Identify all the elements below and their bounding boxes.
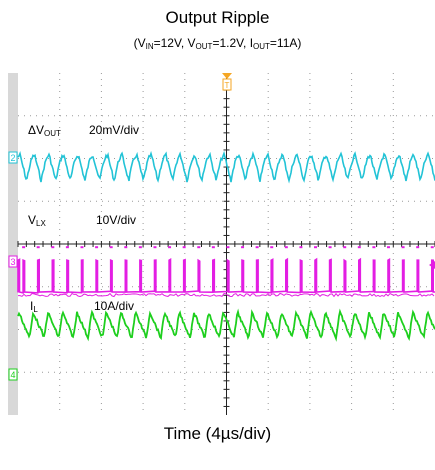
- ch2-marker-text: 2: [10, 153, 15, 163]
- il-triangle-trace: [17, 308, 435, 342]
- il-scale-label: 10A/div: [94, 299, 134, 313]
- ch3-marker-text: 3: [10, 257, 15, 267]
- vlx-label-main: V: [28, 213, 36, 227]
- scope-traces: [17, 150, 435, 342]
- ch2-marker: 2: [8, 151, 18, 164]
- il-label-sub: L: [33, 305, 38, 314]
- chart-subtitle: (VIN=12V, VOUT=1.2V, IOUT=11A): [0, 36, 435, 51]
- ch4-marker-text: 4: [10, 370, 15, 380]
- subtitle-vin-prefix: (V: [133, 36, 146, 50]
- subtitle-iout-val: =11A): [269, 36, 302, 50]
- trigger-marker: T: [222, 73, 232, 91]
- subtitle-vin-val: =12V, V: [153, 36, 196, 50]
- subtitle-vout-sub: OUT: [195, 42, 213, 51]
- ch3-marker: 3: [8, 255, 18, 268]
- subtitle-vout-val: =1.2V, I: [212, 36, 254, 50]
- subtitle-vin-sub: IN: [145, 42, 154, 51]
- subtitle-iout-sub: OUT: [253, 42, 270, 51]
- chart-title: Output Ripple: [165, 8, 270, 27]
- vout-ripple-trace: [17, 150, 435, 184]
- vout-label: ΔVOUT: [28, 123, 61, 138]
- x-axis-label: Time (4µs/div): [163, 424, 272, 443]
- vlx-noise-trace: [18, 292, 435, 298]
- vlx-scale-label: 10V/div: [96, 213, 136, 227]
- vout-label-main: ΔV: [28, 123, 44, 137]
- scope-bezel: [8, 73, 18, 415]
- vlx-label-sub: LX: [36, 219, 46, 228]
- vlx-level-marker: [429, 261, 435, 269]
- vout-scale-label: 20mV/div: [89, 123, 139, 137]
- vlx-label: VLX: [28, 213, 46, 228]
- oscilloscope-svg: ΔVOUT 20mV/div VLX 10V/div IL 10A/div 2 …: [8, 73, 435, 415]
- ch4-marker: 4: [8, 368, 18, 381]
- vout-label-sub: OUT: [44, 129, 61, 138]
- trigger-marker-text: T: [225, 81, 230, 90]
- oscilloscope-screen: ΔVOUT 20mV/div VLX 10V/div IL 10A/div 2 …: [8, 73, 435, 415]
- il-label: IL: [30, 299, 38, 314]
- il-label-main: I: [30, 299, 33, 313]
- vlx-pulse-trace: [17, 257, 435, 294]
